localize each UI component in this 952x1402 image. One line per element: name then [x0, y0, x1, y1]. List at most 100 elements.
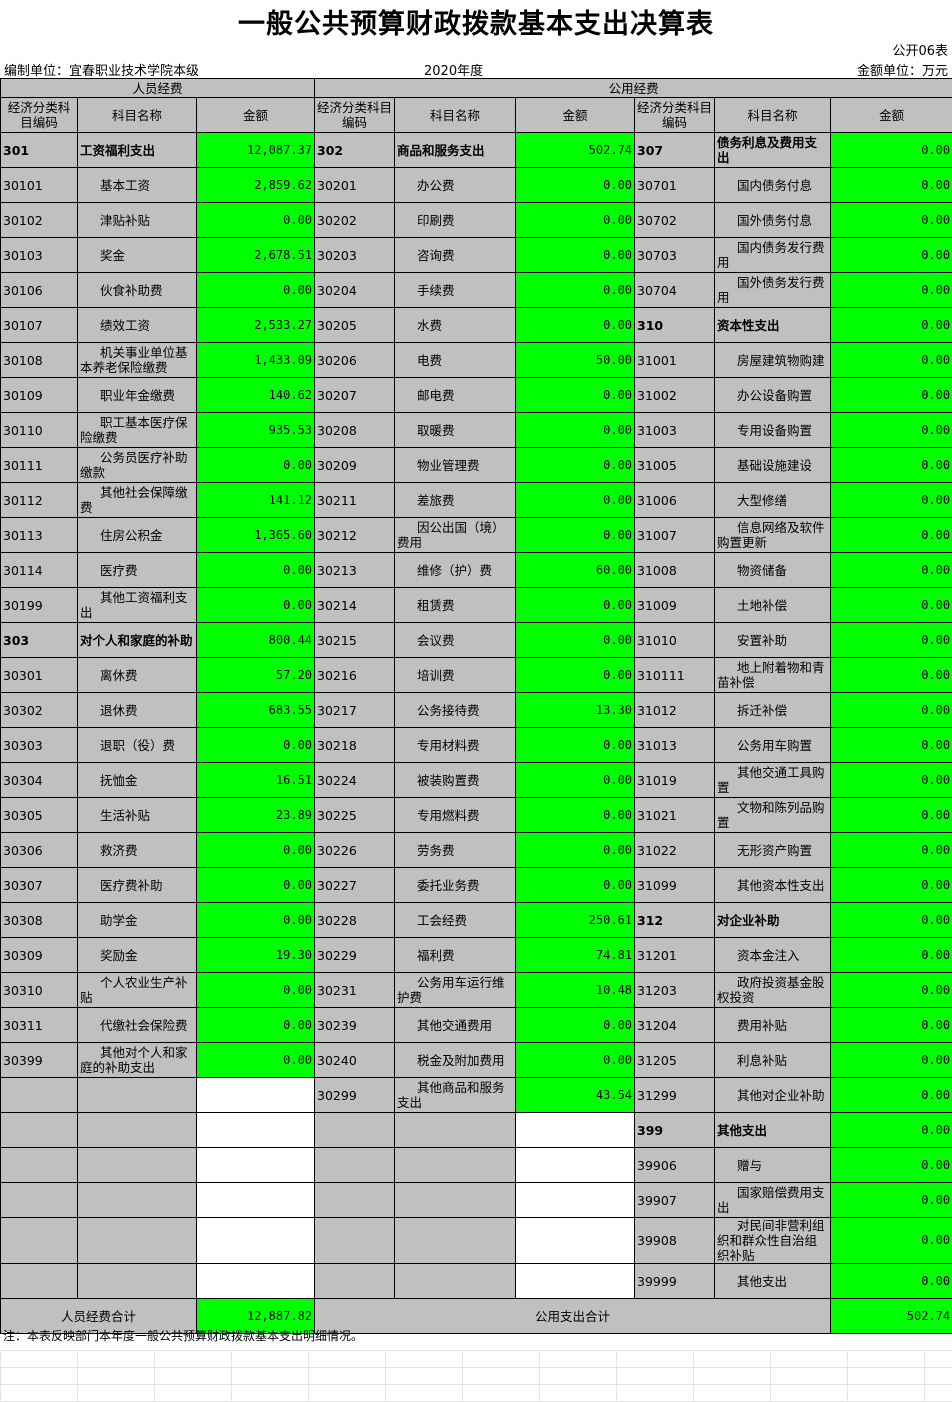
account-name: 租赁费: [394, 587, 517, 623]
account-code: 30103: [0, 237, 78, 273]
account-name: 会议费: [394, 622, 517, 658]
account-name: 文物和陈列品购置: [714, 797, 832, 833]
empty-cell: [0, 1147, 78, 1183]
amount-cell: 13.30: [515, 692, 636, 728]
amount-cell: 0.00: [830, 482, 952, 518]
account-code: 30109: [0, 377, 78, 413]
account-name: 资本金注入: [714, 937, 832, 973]
empty-cell: [77, 1147, 197, 1183]
empty-cell: [77, 1077, 197, 1113]
amount-cell: 0.00: [830, 377, 952, 413]
amount-cell: 0.00: [195, 1007, 316, 1043]
account-code: 30302: [0, 692, 78, 728]
empty-cell: [314, 1112, 396, 1148]
group-personnel: 人员经费: [0, 78, 316, 98]
empty-amount-cell: [195, 1147, 316, 1183]
amount-cell: 0.00: [515, 587, 636, 623]
account-name: 国家赔偿费用支出: [714, 1182, 832, 1218]
account-name: 培训费: [394, 657, 517, 693]
account-name: 其他对个人和家庭的补助支出: [77, 1042, 197, 1078]
account-code: 30703: [634, 237, 716, 273]
amount-cell: 0.00: [515, 412, 636, 448]
account-code: 30304: [0, 762, 78, 798]
amount-cell: 0.00: [515, 1007, 636, 1043]
account-code: 31006: [634, 482, 716, 518]
account-code: 31009: [634, 587, 716, 623]
account-code: 30224: [314, 762, 396, 798]
table-row: 30399 其他对个人和家庭的补助支出 0.00 30240 税金及附加费用 0.00 31…: [0, 1042, 952, 1078]
table-row: 30111 公务员医疗补助缴款 0.00 30209 物业管理费 0.00 31005 基础设…: [0, 447, 952, 483]
account-name: 水费: [394, 307, 517, 343]
account-code: 30399: [0, 1042, 78, 1078]
account-code: 30227: [314, 867, 396, 903]
amount-cell: 2,678.51: [195, 237, 316, 273]
personnel-total-value: 12,887.82: [195, 1298, 316, 1334]
amount-cell: 140.62: [195, 377, 316, 413]
amount-cell: 23.89: [195, 797, 316, 833]
header-code: 经济分类科目编码: [634, 97, 716, 133]
account-code: 39906: [634, 1147, 716, 1183]
account-name: 税金及附加费用: [394, 1042, 517, 1078]
table-row: 30302 退休费 683.55 30217 公务接待费 13.30 31012 拆迁补偿 0.…: [0, 692, 952, 728]
amount-cell: 0.00: [830, 657, 952, 693]
empty-amount-cell: [515, 1217, 636, 1264]
empty-amount-cell: [195, 1077, 316, 1113]
amount-cell: 0.00: [830, 1007, 952, 1043]
account-code: 30701: [634, 167, 716, 203]
account-code: 30307: [0, 867, 78, 903]
empty-cell: [77, 1112, 197, 1148]
empty-cell: [0, 1217, 78, 1264]
account-name: 办公费: [394, 167, 517, 203]
table-row: 30307 医疗费补助 0.00 30227 委托业务费 0.00 31099 其他资本性支出…: [0, 867, 952, 903]
table-row: 399 其他支出 0.00: [0, 1112, 952, 1148]
account-name: 个人农业生产补贴: [77, 972, 197, 1008]
account-name: 对个人和家庭的补助: [77, 622, 197, 658]
account-name: 其他商品和服务支出: [394, 1077, 517, 1113]
table-row: 30107 绩效工资 2,533.27 30205 水费 0.00 310 资本性支出 0.00: [0, 307, 952, 343]
account-code: 301: [0, 132, 78, 168]
amount-cell: 683.55: [195, 692, 316, 728]
amount-cell: 0.00: [830, 972, 952, 1008]
account-name: 奖金: [77, 237, 197, 273]
account-code: 30229: [314, 937, 396, 973]
account-name: 其他工资福利支出: [77, 587, 197, 623]
account-code: 30201: [314, 167, 396, 203]
account-code: 39908: [634, 1217, 716, 1264]
account-name: 津贴补贴: [77, 202, 197, 238]
amount-cell: 74.81: [515, 937, 636, 973]
table-row: 30308 助学金 0.00 30228 工会经费 250.61 312 对企业补助 0.00: [0, 902, 952, 938]
account-name: 专用材料费: [394, 727, 517, 763]
amount-cell: 0.00: [830, 552, 952, 588]
amount-cell: 0.00: [830, 797, 952, 833]
amount-cell: 0.00: [830, 237, 952, 273]
account-code: 30305: [0, 797, 78, 833]
table-row: 39907 国家赔偿费用支出 0.00: [0, 1182, 952, 1218]
empty-amount-cell: [195, 1182, 316, 1218]
amount-cell: 0.00: [515, 622, 636, 658]
amount-cell: 0.00: [195, 587, 316, 623]
account-name: 公务用车购置: [714, 727, 832, 763]
empty-amount-cell: [515, 1147, 636, 1183]
account-name: 差旅费: [394, 482, 517, 518]
table-row: 30305 生活补贴 23.89 30225 专用燃料费 0.00 31021 文物和陈列品购…: [0, 797, 952, 833]
account-code: 30114: [0, 552, 78, 588]
empty-cell: [77, 1182, 197, 1218]
table-row: 30301 离休费 57.20 30216 培训费 0.00 310111 地上附着物和青苗补…: [0, 657, 952, 693]
account-name: 手续费: [394, 272, 517, 308]
empty-amount-cell: [515, 1263, 636, 1299]
table-row: 30299 其他商品和服务支出 43.54 31299 其他对企业补助 0.00: [0, 1077, 952, 1113]
amount-cell: 0.00: [830, 867, 952, 903]
table-row: 30102 津贴补贴 0.00 30202 印刷费 0.00 30702 国外债务付息 0.00: [0, 202, 952, 238]
account-code: 39999: [634, 1263, 716, 1299]
amount-cell: 935.53: [195, 412, 316, 448]
account-code: 30112: [0, 482, 78, 518]
account-name: 维修（护）费: [394, 552, 517, 588]
account-code: 31204: [634, 1007, 716, 1043]
account-name: 退职（役）费: [77, 727, 197, 763]
table-row: 30112 其他社会保障缴费 141.12 30211 差旅费 0.00 31006 大型修缮…: [0, 482, 952, 518]
table-row: 39908 对民间非营利组织和群众性自治组织补贴 0.00: [0, 1217, 952, 1264]
account-name: 职业年金缴费: [77, 377, 197, 413]
account-name: 物业管理费: [394, 447, 517, 483]
amount-cell: 0.00: [515, 272, 636, 308]
account-code: 31008: [634, 552, 716, 588]
